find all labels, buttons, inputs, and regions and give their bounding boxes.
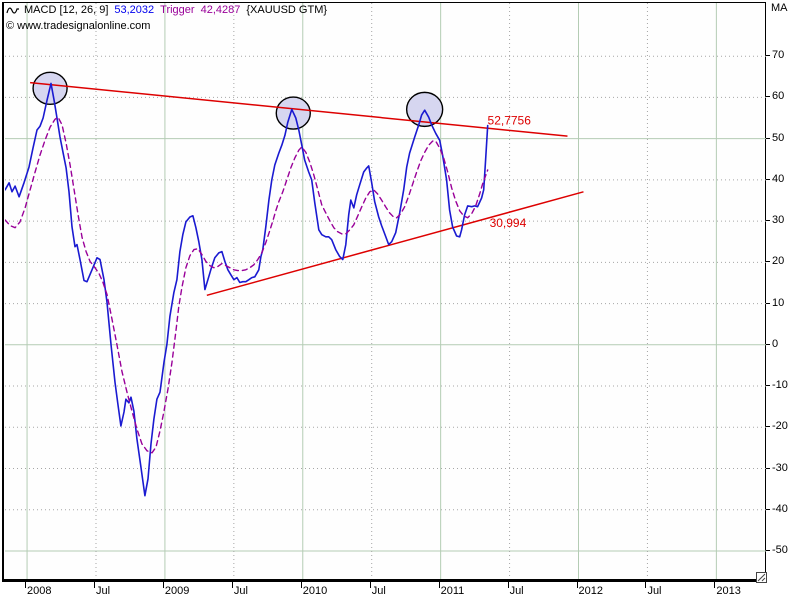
- trigger-value: 42,4287: [200, 4, 241, 16]
- x-axis-label: Jul: [647, 585, 662, 597]
- y-axis-tick: [766, 55, 770, 57]
- x-axis-label: 2012: [578, 585, 603, 597]
- x-axis-tick: [438, 582, 440, 588]
- x-axis-tick: [645, 582, 647, 588]
- y-axis-tick: [766, 220, 770, 222]
- y-axis-label: -50: [772, 543, 788, 556]
- macd-line: [5, 82, 489, 497]
- y-axis-label: -10: [772, 379, 788, 392]
- sine-wave-icon: [6, 7, 19, 14]
- indicator-header: MACD [12, 26, 9] 53,2032 Trigger 42,4287…: [6, 4, 329, 16]
- x-axis-label: Jul: [509, 585, 524, 597]
- trigger-line: [5, 116, 489, 454]
- macd-value: 53,2032: [114, 4, 155, 16]
- x-axis-label: 2013: [716, 585, 741, 597]
- x-axis-label: Jul: [95, 585, 111, 597]
- macd-plot-canvas[interactable]: 52,7756 30,994: [5, 3, 766, 579]
- y-axis-tick: [766, 137, 770, 139]
- x-axis-tick: [25, 582, 27, 588]
- y-axis-label: 0: [772, 337, 779, 350]
- y-axis-tick: [766, 343, 770, 345]
- x-axis-tick: [369, 582, 371, 588]
- plot-area[interactable]: 52,7756 30,994: [2, 2, 766, 582]
- y-axis-label: -40: [772, 502, 788, 515]
- x-axis-label: 2010: [302, 585, 328, 597]
- trigger-label: Trigger: [160, 4, 195, 16]
- y-axis-tick: [766, 467, 770, 469]
- x-axis-tick: [507, 582, 509, 588]
- y-axis-label: 20: [772, 255, 785, 268]
- trendline-value-label: 30,994: [490, 216, 527, 230]
- trendline-value-label: 52,7756: [488, 114, 532, 128]
- y-axis-label: -30: [772, 461, 788, 474]
- y-axis-label: -20: [772, 420, 788, 433]
- y-axis-label: 50: [772, 131, 785, 144]
- y-axis-tick: [766, 508, 770, 510]
- x-axis-label: Jul: [233, 585, 248, 597]
- x-axis-tick: [300, 582, 302, 588]
- axis-unit-label: MA: [771, 2, 788, 14]
- x-axis-label: 2011: [440, 585, 465, 597]
- trendline-lower-support: [206, 191, 584, 297]
- resize-handle[interactable]: [756, 572, 767, 583]
- x-axis-tick: [93, 582, 95, 588]
- x-axis-tick: [576, 582, 578, 588]
- y-axis-label: 60: [772, 90, 785, 103]
- symbol-label: {XAUUSD GTM}: [246, 4, 328, 16]
- watermark: © www.tradesignalonline.com: [6, 20, 151, 32]
- trendline-upper-resistance: [30, 81, 568, 137]
- x-axis-tick: [162, 582, 164, 588]
- y-axis-tick: [766, 302, 770, 304]
- x-axis-tick: [231, 582, 233, 588]
- y-axis-tick: [766, 178, 770, 180]
- y-axis-label: 30: [772, 214, 785, 227]
- resize-grip-icon: [757, 573, 766, 582]
- y-axis-tick: [766, 426, 770, 428]
- x-axis-tick: [714, 582, 716, 588]
- peak-circle-marker: [405, 91, 444, 128]
- y-axis-tick: [766, 385, 770, 387]
- x-axis-label: Jul: [371, 585, 386, 597]
- indicator-label: MACD [12, 26, 9]: [24, 4, 109, 16]
- y-axis-label: 70: [772, 49, 785, 62]
- y-axis-tick: [766, 96, 770, 98]
- y-axis-tick: [766, 549, 770, 551]
- x-axis-label: 2009: [164, 585, 190, 597]
- y-axis-label: 10: [772, 296, 785, 309]
- x-axis-label: 2008: [27, 585, 52, 597]
- y-axis-label: 40: [772, 172, 785, 185]
- y-axis-tick: [766, 261, 770, 263]
